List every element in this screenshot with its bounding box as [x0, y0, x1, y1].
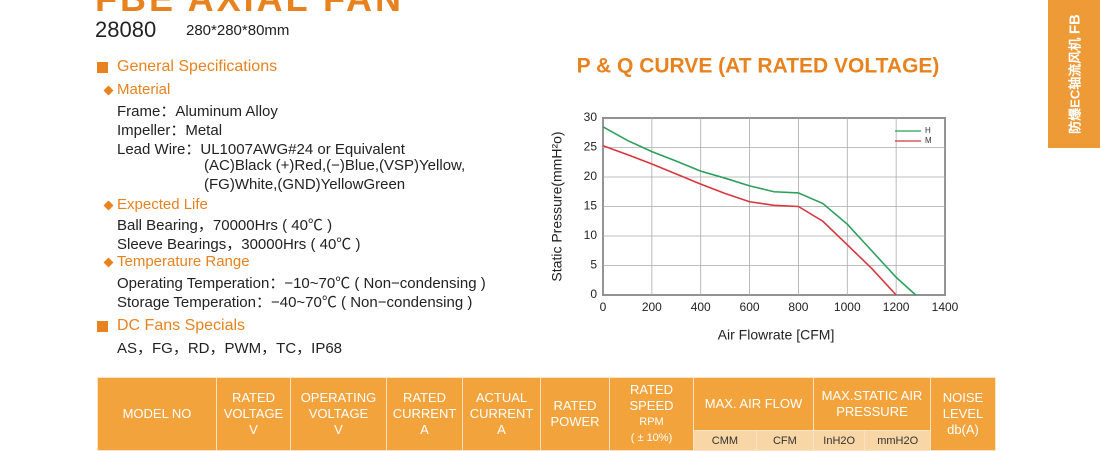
y-tick-label: 5: [590, 258, 597, 272]
y-tick-label: 0: [590, 287, 597, 301]
subheader-cell: CFM: [755, 430, 815, 451]
spec-line: Sleeve Bearings，30000Hrs ( 40℃ ): [117, 236, 361, 253]
y-tick-label: 10: [584, 228, 598, 242]
header-cell: MODEL NO: [97, 377, 217, 451]
x-tick-label: 800: [788, 300, 808, 314]
header-cell: ACTUAL CURRENT A: [462, 377, 541, 451]
header-cell: OPERATING VOLTAGE V: [290, 377, 387, 451]
header-row: MODEL NO RATED VOLTAGE V OPERATING VOLTAGE V RA…: [97, 377, 996, 451]
header-text: OPERATING: [300, 390, 377, 405]
y-tick-label: 20: [584, 169, 598, 183]
header-text: RATED SPEED: [629, 382, 674, 413]
spec-line: (AC)Black (+)Red,(−)Blue,(VSP)Yellow,: [204, 156, 466, 174]
header-text: db(A): [947, 422, 979, 437]
chart-title: P & Q CURVE (AT RATED VOLTAGE): [577, 55, 940, 78]
header-text: A: [497, 422, 506, 437]
header-text: PRESSURE: [836, 404, 908, 419]
header-text: RATED: [402, 390, 447, 405]
header-text: POWER: [550, 414, 600, 429]
y-tick-label: 30: [584, 110, 598, 124]
series-line: [602, 144, 897, 296]
subheader-cell: CMM: [693, 430, 757, 451]
subheader-cell: mmH2O: [864, 430, 931, 451]
header-cell: MAX. AIR FLOW: [693, 377, 814, 431]
header-cell: RATED SPEED RPM ( ± 10%): [609, 377, 694, 451]
size: 280*280*80mm: [186, 22, 290, 39]
header-text: MAX. AIR FLOW: [704, 396, 803, 411]
spec-table: MODEL NO RATED VOLTAGE V OPERATING VOLTAGE V RA…: [97, 377, 996, 451]
x-tick-label: 0: [600, 300, 607, 314]
header-cell: NOISE LEVEL db(A): [930, 377, 996, 451]
header-text: V: [334, 422, 343, 437]
header-text: VOLTAGE: [308, 406, 369, 421]
subheader-row: CMM CFM InH2O mmH2O: [98, 430, 996, 451]
spec-line: Storage Temperation：−40~70℃ ( Non−conden…: [117, 293, 473, 311]
section-heading: DC Fans Specials: [117, 317, 246, 334]
header-cell: MAX.STATIC AIR PRESSURE: [813, 377, 931, 431]
spec-line: Ball Bearing，70000Hrs ( 40℃ ): [117, 217, 333, 234]
x-tick-label: 1200: [883, 300, 910, 314]
header-text: V: [249, 422, 258, 437]
header-text: CURRENT: [392, 406, 457, 421]
section-heading: General Specifications: [117, 58, 278, 75]
series-line: [602, 126, 917, 296]
group-heading: Temperature Range: [117, 253, 250, 270]
header-text: RATED: [231, 390, 276, 405]
x-tick-label: 400: [691, 300, 711, 314]
header-cell: RATED VOLTAGE V: [216, 377, 291, 451]
x-tick-label: 1400: [932, 300, 959, 314]
x-tick-label: 1000: [834, 300, 861, 314]
x-tick-label: 200: [642, 300, 662, 314]
header-text: CURRENT: [469, 406, 534, 421]
header-text: NOISE: [942, 390, 984, 405]
spec-line: (FG)White,(GND)YellowGreen: [204, 175, 406, 193]
header-text: ( ± 10%): [630, 432, 673, 444]
group-heading: Expected Life: [117, 195, 208, 213]
header-text: RPM: [639, 416, 664, 428]
spec-line: Impeller：Metal: [117, 121, 223, 139]
square-bullet: [97, 62, 108, 73]
chart: P & Q CURVE (AT RATED VOLTAGE) 0 5 10 15 20 25…: [549, 55, 959, 343]
y-tick-label: 15: [584, 199, 598, 213]
header-text: RATED: [553, 398, 597, 413]
legend-label: H: [925, 126, 931, 135]
x-tick-label: 600: [740, 300, 760, 314]
header-text: MAX.STATIC AIR: [821, 388, 923, 403]
header-text: ACTUAL: [475, 390, 528, 405]
spec-line: Frame：Aluminum Alloy: [117, 102, 278, 120]
subheader-cell: InH2O: [812, 430, 866, 451]
page-title: FBE AXIAL FAN: [95, 0, 404, 20]
header-text: MODEL NO: [122, 406, 192, 421]
side-tab: [1048, 0, 1100, 148]
header-text: VOLTAGE: [223, 406, 284, 421]
square-bullet: [97, 321, 108, 332]
spec-line: AS，FG，RD，PWM，TC，IP68: [117, 340, 343, 357]
model: 28080: [95, 17, 157, 42]
spec-line: Operating Temperation：−10~70℃ ( Non−cond…: [117, 274, 486, 292]
header-text: A: [420, 422, 429, 437]
x-axis-label: Air Flowrate [CFM]: [718, 327, 835, 343]
legend-label: M: [925, 136, 932, 145]
header-text: LEVEL: [942, 406, 984, 421]
y-axis-label: Static Pressure(mmH²o): [549, 131, 565, 281]
header-cell: RATED POWER: [540, 377, 610, 451]
group-heading: Material: [117, 81, 171, 98]
header-cell: RATED CURRENT A: [386, 377, 463, 451]
y-tick-label: 25: [584, 140, 598, 154]
spec-line: Lead Wire：UL1007AWG#24 or Equivalent: [117, 140, 405, 158]
